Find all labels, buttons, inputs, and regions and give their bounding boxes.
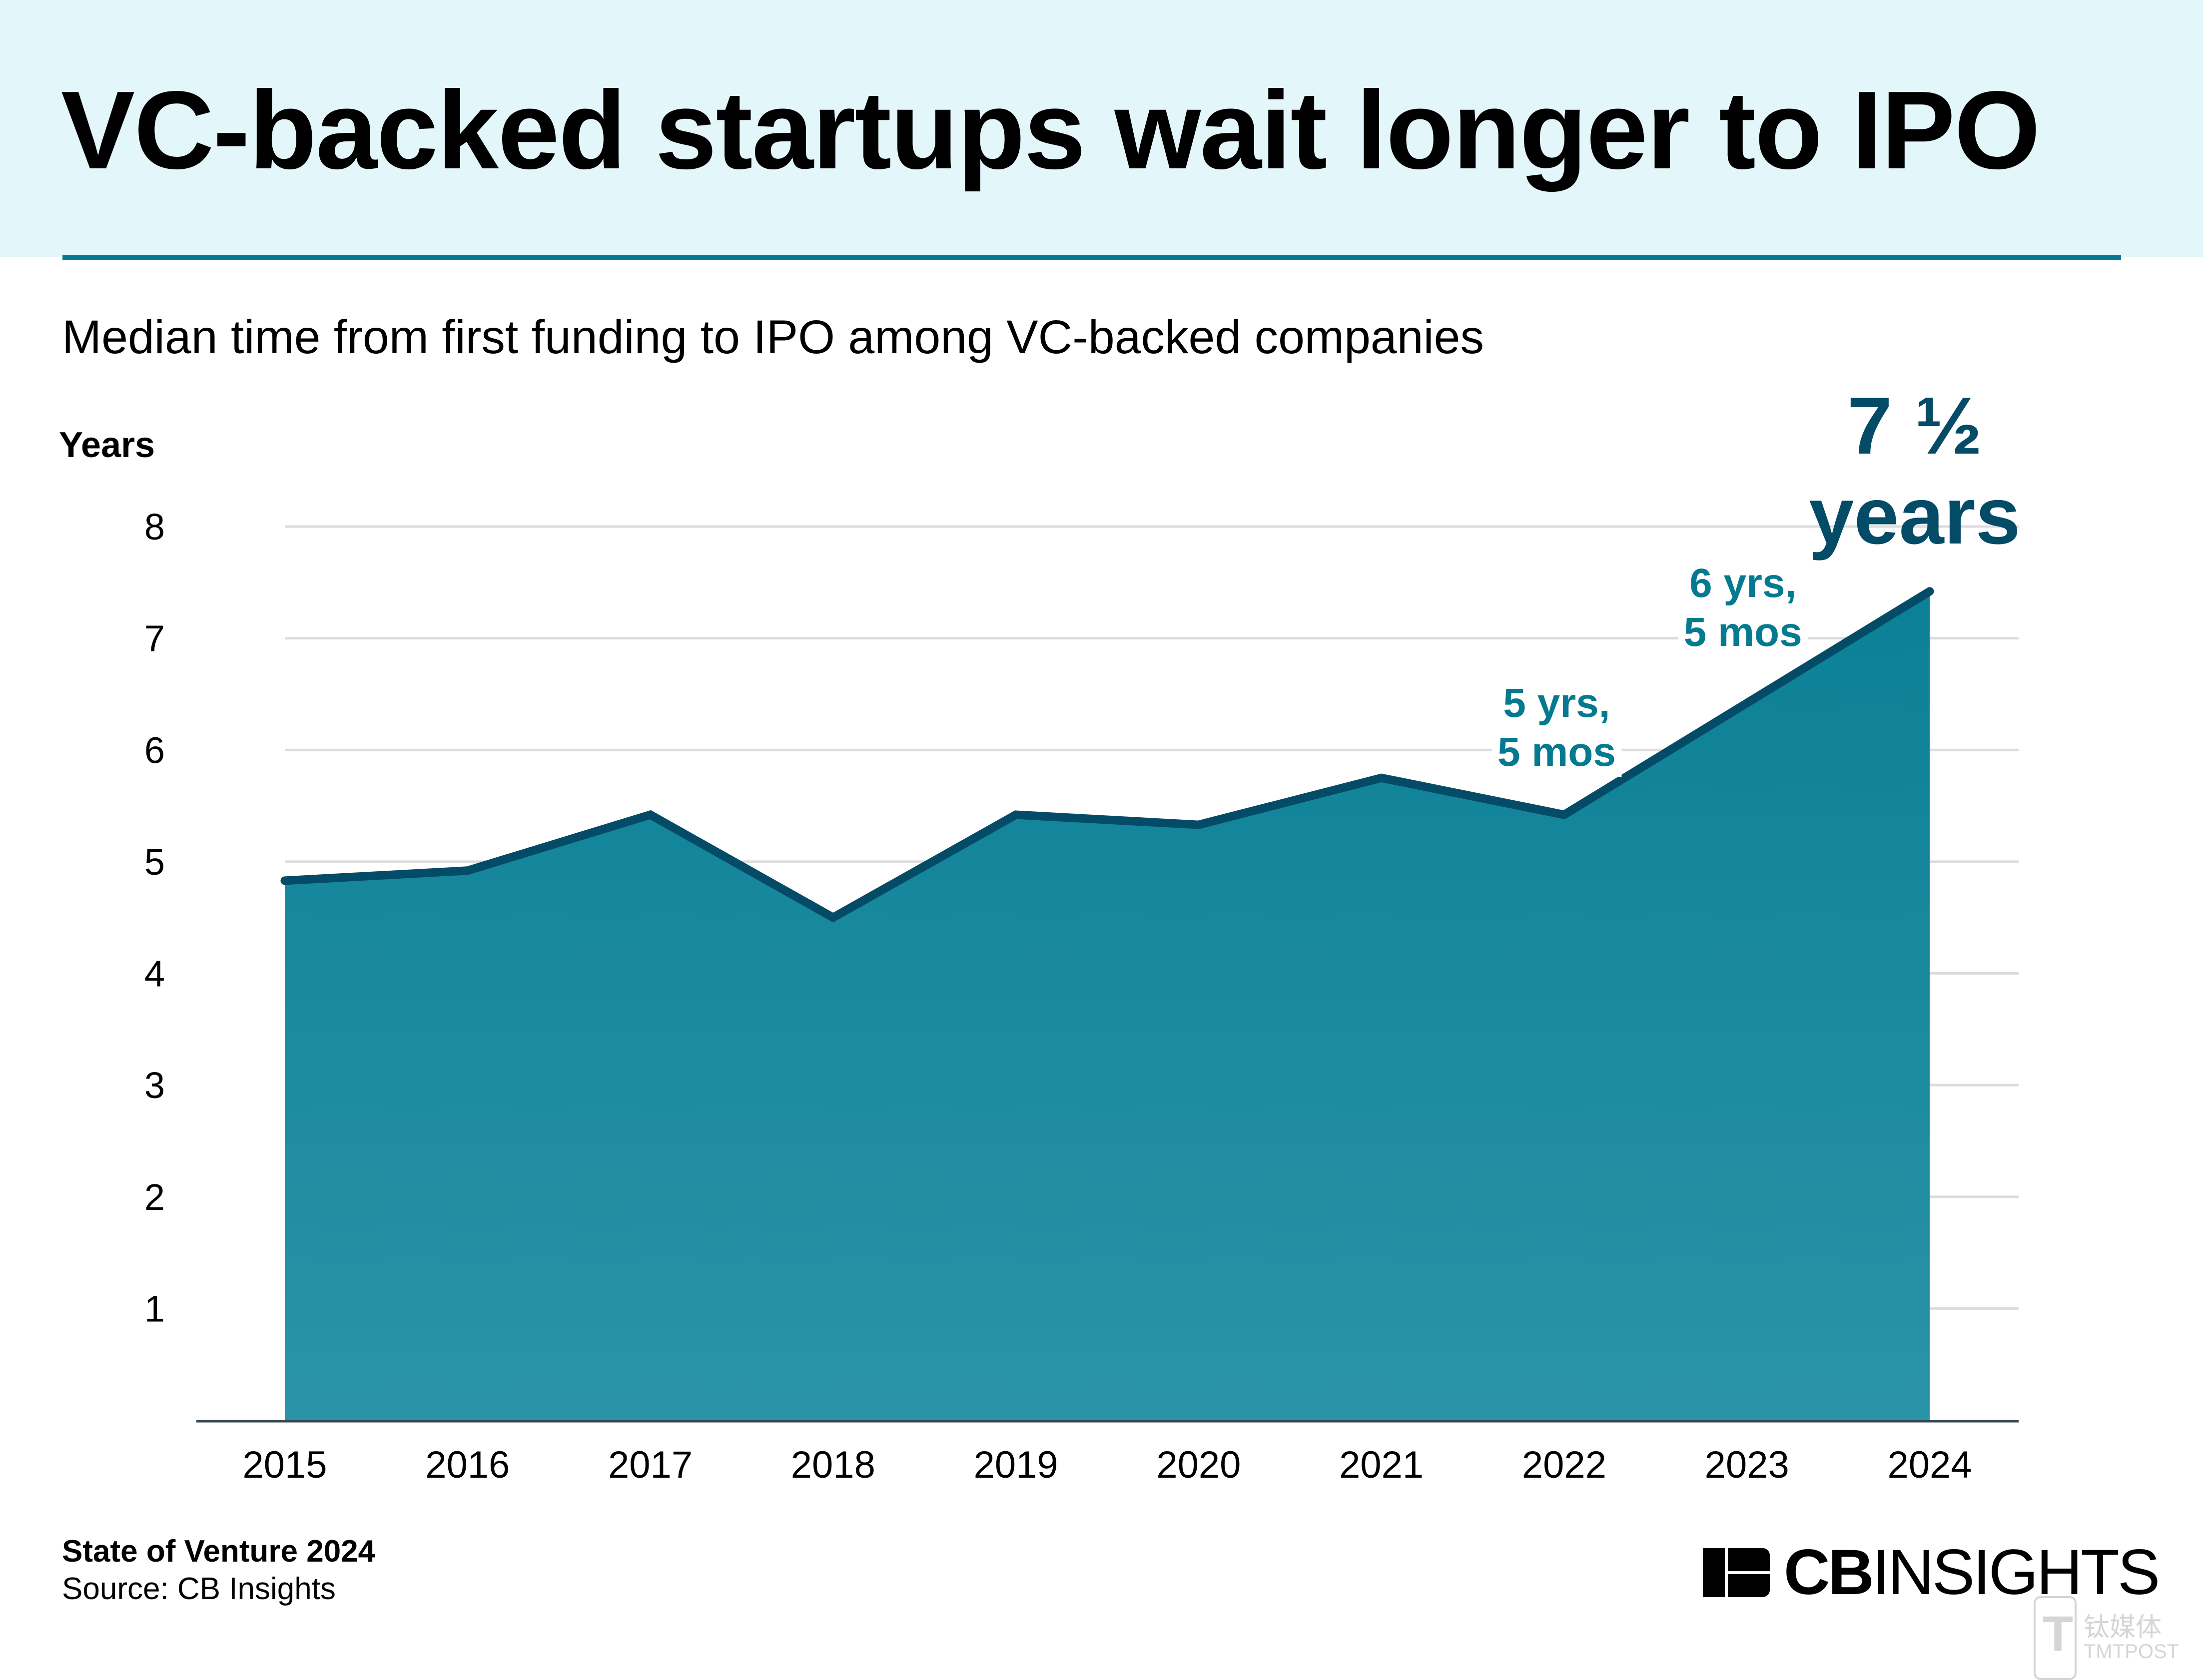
tmtpost-watermark: T 钛媒体 TMTPOST — [2034, 1596, 2179, 1680]
y-tick-label: 2 — [144, 1176, 165, 1218]
annotation-2023: 6 yrs,5 mos — [1678, 557, 1808, 657]
y-tick-label: 8 — [144, 506, 165, 548]
annotation-bg — [1491, 677, 1622, 777]
logo-cb: CB — [1784, 1537, 1874, 1608]
y-axis-title: Years — [59, 425, 155, 465]
source-note: Source: CB Insights — [62, 1572, 336, 1606]
area-fill — [285, 591, 1930, 1420]
x-tick-label: 2024 — [1887, 1444, 1972, 1486]
annotation-line: 5 mos — [1497, 729, 1616, 775]
y-tick-label: 7 — [144, 618, 165, 659]
x-tick-label: 2020 — [1156, 1444, 1241, 1486]
x-tick-label: 2018 — [791, 1444, 875, 1486]
watermark-cn: 钛媒体 — [2084, 1613, 2162, 1642]
x-axis-ticks: 2015 2016 2017 2018 2019 2020 2021 2022 2023 2024 — [242, 1444, 1972, 1486]
annotation-line: 5 mos — [1684, 609, 1802, 655]
y-tick-label: 3 — [144, 1065, 165, 1106]
watermark-glyph: T — [2043, 1606, 2074, 1662]
y-tick-label: 4 — [144, 953, 165, 995]
annotation-bg — [1678, 557, 1808, 657]
annotation-line: 6 yrs, — [1689, 560, 1796, 606]
cb-insights-logo-text: CBINSIGHTS — [1784, 1541, 2160, 1605]
y-axis-ticks: 1 2 3 4 5 6 7 8 — [144, 506, 165, 1329]
chart-subtitle: Median time from first funding to IPO am… — [62, 311, 1484, 364]
cb-insights-logo-icon — [1703, 1548, 1770, 1597]
annotation-line: years — [1809, 471, 2020, 561]
header-band — [0, 0, 2203, 257]
x-tick-label: 2022 — [1522, 1444, 1606, 1486]
y-tick-label: 6 — [144, 729, 165, 771]
tmtpost-logo-icon: T — [2034, 1596, 2077, 1680]
x-tick-label: 2017 — [608, 1444, 693, 1486]
x-tick-label: 2019 — [974, 1444, 1058, 1486]
annotation-line: 7 ½ — [1847, 381, 1982, 471]
series-line — [280, 587, 1934, 923]
y-tick-label: 5 — [144, 841, 165, 883]
watermark-en: TMTPOST — [2084, 1641, 2180, 1663]
report-name: State of Venture 2024 — [62, 1534, 376, 1569]
x-tick-label: 2016 — [425, 1444, 510, 1486]
annotation-line: 5 yrs, — [1503, 680, 1610, 726]
annotation-2022: 5 yrs,5 mos — [1491, 677, 1622, 777]
x-tick-label: 2015 — [242, 1444, 327, 1486]
header-divider — [62, 255, 2121, 260]
cb-insights-logo: CBINSIGHTS — [1703, 1541, 2160, 1605]
x-tick-label: 2023 — [1705, 1444, 1789, 1486]
chart-title: VC-backed startups wait longer to IPO — [61, 68, 2041, 192]
x-tick-label: 2021 — [1339, 1444, 1424, 1486]
y-tick-label: 1 — [144, 1288, 165, 1329]
logo-insights: INSIGHTS — [1872, 1537, 2160, 1608]
